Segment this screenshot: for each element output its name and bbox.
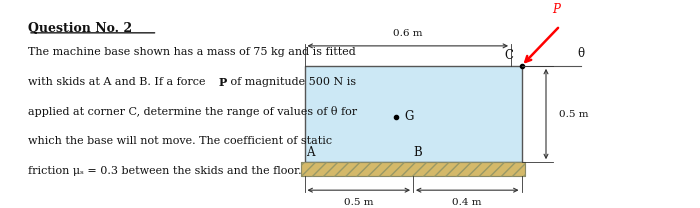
Text: Question No. 2: Question No. 2 [28,22,132,35]
Bar [301,162,525,176]
Text: The machine base shown has a mass of 75 kg and is fitted: The machine base shown has a mass of 75 … [28,47,356,57]
Text: applied at corner C, determine the range of values of θ for: applied at corner C, determine the range… [28,106,357,117]
Bar [304,66,522,162]
Text: 0.5 m: 0.5 m [344,198,374,207]
Text: G: G [404,110,414,123]
Text: P: P [552,3,561,16]
Text: friction μₛ = 0.3 between the skids and the floor.: friction μₛ = 0.3 between the skids and … [28,166,302,176]
Text: with skids at A and B. If a force: with skids at A and B. If a force [28,77,209,87]
Text: B: B [413,146,421,159]
Text: 0.5 m: 0.5 m [559,110,588,119]
Text: which the base will not move. The coefficient of static: which the base will not move. The coeffi… [28,136,332,146]
Text: θ: θ [578,47,584,60]
Text: 0.4 m: 0.4 m [452,198,482,207]
Text: 0.6 m: 0.6 m [393,29,423,38]
Text: of magnitude 500 N is: of magnitude 500 N is [227,77,356,87]
Text: C: C [504,49,513,62]
Text: A: A [306,146,314,159]
Text: P: P [218,77,227,88]
Bar [301,162,525,176]
